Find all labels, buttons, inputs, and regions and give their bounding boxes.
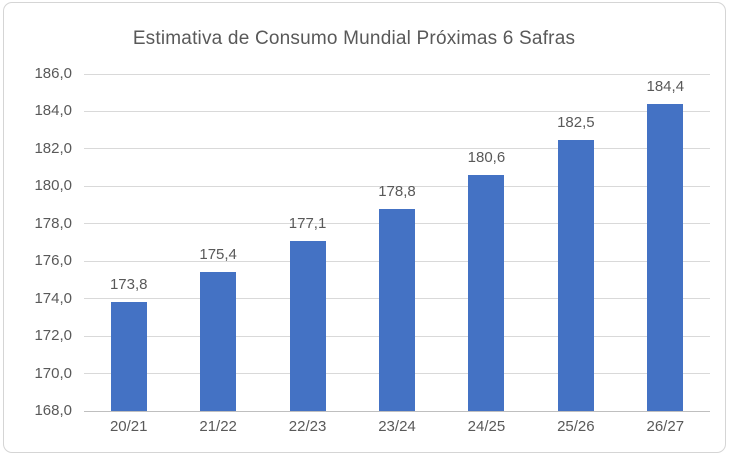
bar (557, 139, 594, 411)
x-tick-label: 26/27 (646, 418, 685, 435)
x-tick-label: 21/22 (199, 418, 237, 435)
y-tick-label: 180,0 (34, 177, 72, 195)
x-tick-label: 23/24 (378, 418, 416, 435)
bar (647, 103, 684, 411)
bar-value-label: 180,6 (467, 149, 506, 167)
x-axis-line (84, 410, 710, 412)
y-tick-label: 178,0 (34, 214, 72, 232)
y-tick-label: 182,0 (34, 139, 72, 157)
y-tick-label: 168,0 (34, 402, 72, 419)
bar (379, 208, 415, 411)
gridline (84, 185, 710, 187)
y-tick-label: 176,0 (34, 252, 72, 270)
gridline (84, 73, 710, 75)
y-tick-label: 170,0 (34, 364, 72, 382)
y-tick-label: 174,0 (34, 289, 72, 307)
y-tick-label: 186,0 (34, 65, 72, 82)
x-tick-label: 22/23 (288, 418, 327, 435)
x-tick-label: 20/21 (109, 418, 148, 435)
plot-area: 173,8 175,4 177,1 178,8 180,6 182,5 184,4 20/2… (84, 73, 710, 435)
gridline (84, 148, 710, 150)
bar-value-label: 184,4 (646, 77, 685, 95)
chart-title: Estimativa de Consumo Mundial Próximas 6… (132, 28, 576, 49)
y-tick-label: 172,0 (34, 327, 72, 345)
bar (289, 240, 326, 411)
y-tick-label: 184,0 (34, 102, 72, 120)
bar-value-label: 173,8 (109, 276, 148, 294)
gridline (84, 110, 710, 112)
bar (200, 272, 237, 411)
bar-value-label: 177,1 (288, 214, 327, 232)
bar-value-label: 182,5 (557, 113, 595, 131)
bar (110, 302, 147, 411)
x-tick-label: 25/26 (557, 418, 595, 435)
bar-value-label: 178,8 (378, 182, 416, 200)
x-tick-label: 24/25 (467, 418, 506, 435)
chart-frame: Estimativa de Consumo Mundial Próximas 6… (3, 2, 726, 453)
bar (468, 175, 505, 411)
bar-value-label: 175,4 (199, 246, 237, 264)
